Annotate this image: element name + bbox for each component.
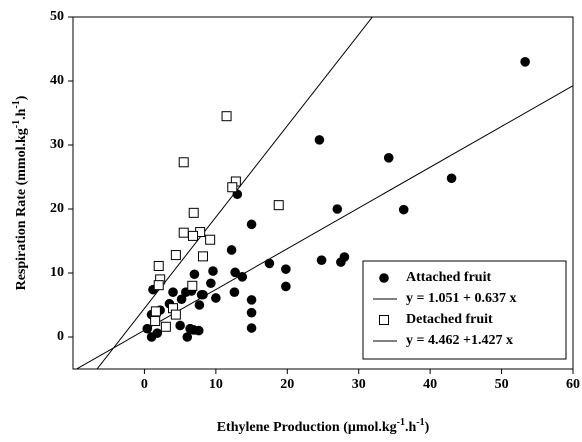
legend-label: Attached fruit (406, 270, 491, 285)
legend-fit-label: y = 4.462 +1.427 x (406, 333, 513, 348)
point (176, 294, 187, 305)
point (188, 325, 199, 335)
point (188, 207, 199, 218)
point (379, 273, 389, 283)
x-tick-label: 10 (209, 377, 223, 392)
x-tick-label: 20 (280, 377, 294, 392)
label-part: Respiration Rate (mmol.kg (14, 128, 29, 290)
plot-frame (72, 16, 574, 370)
label-part: .h (405, 420, 417, 435)
point (150, 306, 161, 317)
y-tick-label: 20 (50, 201, 64, 216)
label-part: .h (14, 108, 29, 120)
point (520, 57, 530, 67)
label-part: Ethylene Production (μmol.kg (217, 420, 397, 435)
point (178, 227, 189, 238)
point (316, 255, 327, 265)
point (198, 289, 208, 300)
point (198, 251, 208, 262)
point (211, 293, 221, 303)
point (170, 250, 181, 261)
y-tick-label: 0 (57, 329, 64, 344)
fit-line (96, 17, 374, 369)
point (398, 204, 409, 215)
point (229, 287, 240, 298)
y-axis-label: Respiration Rate (mmol.kg-1.h-1) (11, 95, 29, 290)
point (379, 315, 389, 325)
x-tick-label: 30 (352, 377, 366, 392)
label-part: ) (425, 420, 430, 435)
point (221, 111, 232, 122)
point (170, 309, 181, 320)
point (246, 307, 257, 318)
point (264, 258, 275, 269)
y-tick-label: 50 (50, 9, 64, 24)
x-tick-label: 50 (495, 377, 509, 392)
point (205, 234, 216, 245)
point (227, 182, 238, 193)
point (237, 272, 248, 282)
point (230, 267, 240, 278)
superscript: -1 (11, 100, 22, 108)
x-axis-label: Ethylene Production (μmol.kg-1.h-1) (217, 417, 430, 435)
point (160, 321, 171, 332)
point (273, 200, 284, 211)
point (153, 260, 164, 271)
point (187, 280, 198, 291)
point (246, 323, 257, 333)
x-tick-label: 60 (566, 377, 580, 392)
point (178, 157, 189, 168)
legend-box (362, 260, 567, 360)
point (314, 135, 325, 145)
point (188, 230, 198, 241)
point (332, 204, 343, 214)
point (182, 332, 193, 342)
label-part: ) (14, 95, 29, 100)
point (168, 287, 178, 298)
y-tick-label: 40 (50, 73, 64, 88)
y-tick-label: 10 (50, 265, 64, 280)
point (246, 295, 257, 305)
point (150, 316, 161, 326)
point (175, 320, 185, 331)
point (146, 332, 157, 342)
superscript: -1 (397, 417, 405, 428)
superscript: -1 (416, 417, 424, 428)
point (189, 269, 200, 280)
point (226, 245, 237, 255)
legend-label: Detached fruit (406, 312, 493, 327)
point (246, 219, 257, 230)
legend-fit-label: y = 1.051 + 0.637 x (406, 291, 516, 306)
point (194, 300, 205, 310)
y-tick-label: 30 (50, 137, 64, 152)
point (281, 264, 291, 274)
superscript: -1 (11, 120, 22, 128)
x-tick-label: 40 (423, 377, 437, 392)
point (336, 257, 346, 267)
x-tick-label: 0 (141, 377, 148, 392)
point (383, 153, 394, 163)
point (153, 280, 164, 291)
plot-area (75, 17, 573, 369)
point (206, 278, 216, 289)
point (142, 323, 153, 334)
point (208, 266, 218, 276)
point (446, 173, 457, 184)
point (281, 281, 291, 292)
